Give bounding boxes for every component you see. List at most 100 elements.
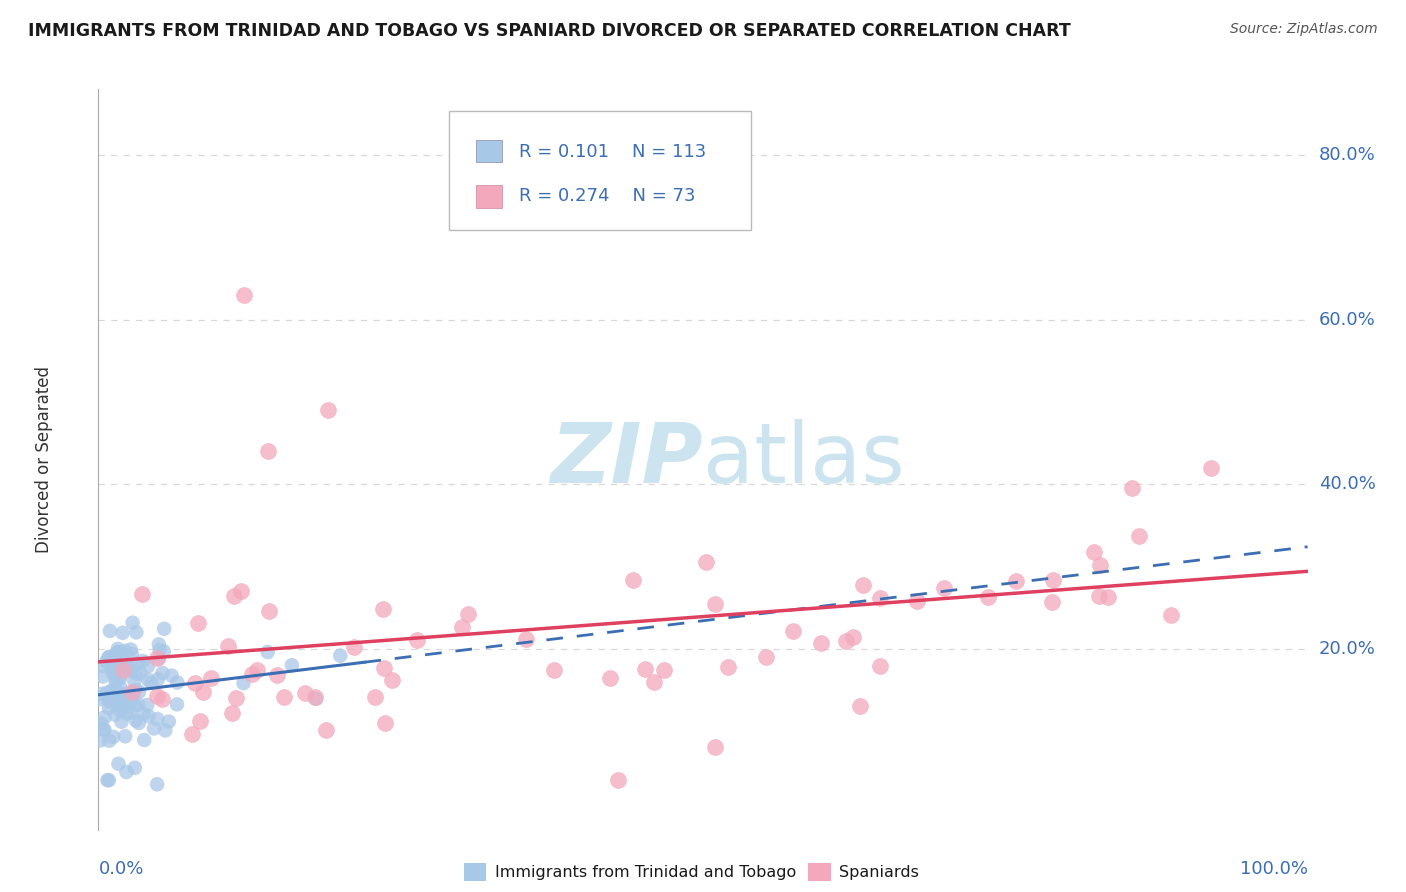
Point — [110, 667, 132, 681]
Point — [160, 668, 183, 682]
Point — [217, 639, 239, 653]
Point — [96, 686, 118, 700]
Point — [98, 624, 121, 638]
Text: Source: ZipAtlas.com: Source: ZipAtlas.com — [1230, 22, 1378, 37]
Point — [115, 706, 138, 721]
Point — [849, 699, 872, 714]
Point — [108, 659, 131, 673]
Point — [782, 624, 804, 638]
Point — [132, 654, 155, 668]
Text: 40.0%: 40.0% — [1319, 475, 1375, 493]
Text: atlas: atlas — [703, 419, 904, 500]
Point — [108, 680, 131, 694]
Point — [105, 688, 128, 702]
Point — [148, 651, 170, 665]
Point — [187, 615, 209, 630]
Point — [124, 673, 146, 688]
Point — [110, 714, 132, 729]
Point — [114, 693, 136, 707]
Point — [96, 655, 118, 669]
Point — [103, 661, 125, 675]
Point — [1042, 595, 1064, 609]
Point — [127, 698, 149, 712]
Point — [259, 604, 281, 618]
Point — [131, 587, 153, 601]
Point — [136, 673, 159, 687]
Point — [695, 555, 717, 569]
Point — [704, 740, 727, 755]
Point — [273, 690, 295, 705]
Point — [1005, 574, 1028, 588]
Point — [152, 644, 174, 658]
Point — [118, 664, 141, 678]
Point — [343, 640, 366, 654]
Text: 60.0%: 60.0% — [1319, 310, 1375, 328]
Point — [166, 675, 188, 690]
Point — [121, 685, 143, 699]
Point — [149, 643, 172, 657]
Point — [976, 590, 998, 604]
Point — [281, 658, 304, 673]
Point — [221, 706, 243, 720]
Point — [93, 723, 115, 737]
Point — [97, 773, 120, 788]
Point — [188, 714, 211, 728]
Point — [89, 692, 111, 706]
Point — [1097, 590, 1119, 604]
Point — [146, 777, 169, 791]
Point — [143, 722, 166, 736]
Point — [256, 645, 278, 659]
Point — [110, 703, 132, 717]
Point — [104, 673, 127, 688]
Point — [114, 644, 136, 658]
Point — [240, 667, 263, 681]
Point — [246, 664, 269, 678]
Point — [127, 657, 149, 671]
Point — [100, 683, 122, 698]
Point — [654, 664, 676, 678]
Point — [371, 602, 394, 616]
Point — [104, 683, 127, 698]
Point — [98, 649, 121, 664]
Point — [111, 663, 134, 677]
Point — [406, 633, 429, 648]
Point — [869, 659, 891, 673]
Point — [934, 582, 956, 596]
Point — [810, 636, 832, 650]
Point — [1128, 529, 1150, 543]
Point — [621, 573, 644, 587]
Point — [104, 665, 127, 680]
Point — [294, 686, 316, 700]
Point — [96, 773, 118, 788]
Point — [101, 692, 124, 706]
Text: IMMIGRANTS FROM TRINIDAD AND TOBAGO VS SPANIARD DIVORCED OR SEPARATED CORRELATIO: IMMIGRANTS FROM TRINIDAD AND TOBAGO VS S… — [28, 22, 1071, 40]
Text: 0.0%: 0.0% — [98, 860, 143, 878]
Point — [1083, 545, 1105, 559]
Point — [1042, 574, 1064, 588]
Point — [100, 692, 122, 706]
Point — [152, 666, 174, 681]
Point — [232, 288, 254, 302]
Point — [1199, 460, 1222, 475]
Point — [316, 403, 339, 417]
Point — [121, 691, 143, 706]
Point — [457, 607, 479, 621]
Point — [118, 686, 141, 700]
FancyBboxPatch shape — [475, 139, 502, 162]
Point — [107, 756, 129, 771]
Point — [315, 723, 337, 738]
Point — [115, 764, 138, 779]
Point — [193, 685, 215, 699]
Point — [835, 633, 858, 648]
Point — [136, 698, 159, 712]
Point — [148, 637, 170, 651]
Point — [90, 716, 112, 731]
Text: Divorced or Separated: Divorced or Separated — [35, 366, 53, 553]
Point — [157, 714, 180, 729]
Point — [146, 712, 169, 726]
Point — [141, 675, 163, 690]
Point — [180, 727, 202, 741]
Point — [100, 660, 122, 674]
Point — [107, 698, 129, 713]
Point — [364, 690, 387, 705]
